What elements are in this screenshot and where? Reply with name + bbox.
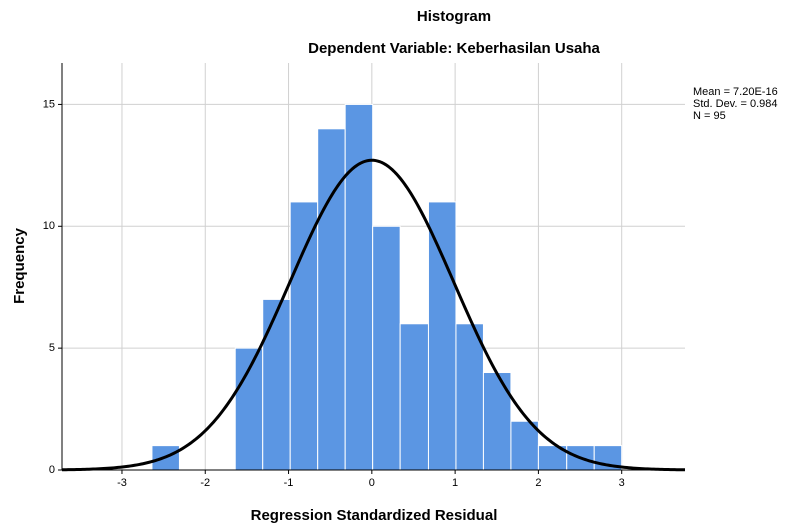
bar [372,225,401,471]
x-axis-label: Regression Standardized Residual [251,507,498,524]
stat-label: N = 95 [693,110,726,122]
bar [537,445,568,471]
chart-title: Histogram [417,8,491,25]
bar [427,201,457,471]
x-tick-label: -3 [117,477,127,489]
x-tick-label: 0 [369,477,375,489]
bar [455,323,484,471]
bar [289,201,319,471]
y-tick-label: 0 [49,464,55,476]
normal-curve [61,158,686,472]
bar [262,298,291,471]
bar [399,323,429,471]
x-tick-label: -1 [284,477,294,489]
x-tick-label: -2 [200,477,210,489]
bar [482,372,512,471]
x-tick-label: 1 [452,477,458,489]
y-tick-label: 10 [43,220,55,232]
x-tick-label: 2 [535,477,541,489]
stat-label: Mean = 7.20E-16 [693,86,778,98]
y-axis-label: Frequency [11,227,28,304]
y-tick-label: 5 [49,342,55,354]
chart-subtitle: Dependent Variable: Keberhasilan Usaha [308,40,600,57]
stat-label: Std. Dev. = 0.984 [693,98,778,110]
x-tick-label: 3 [619,477,625,489]
y-tick-label: 15 [43,98,55,110]
